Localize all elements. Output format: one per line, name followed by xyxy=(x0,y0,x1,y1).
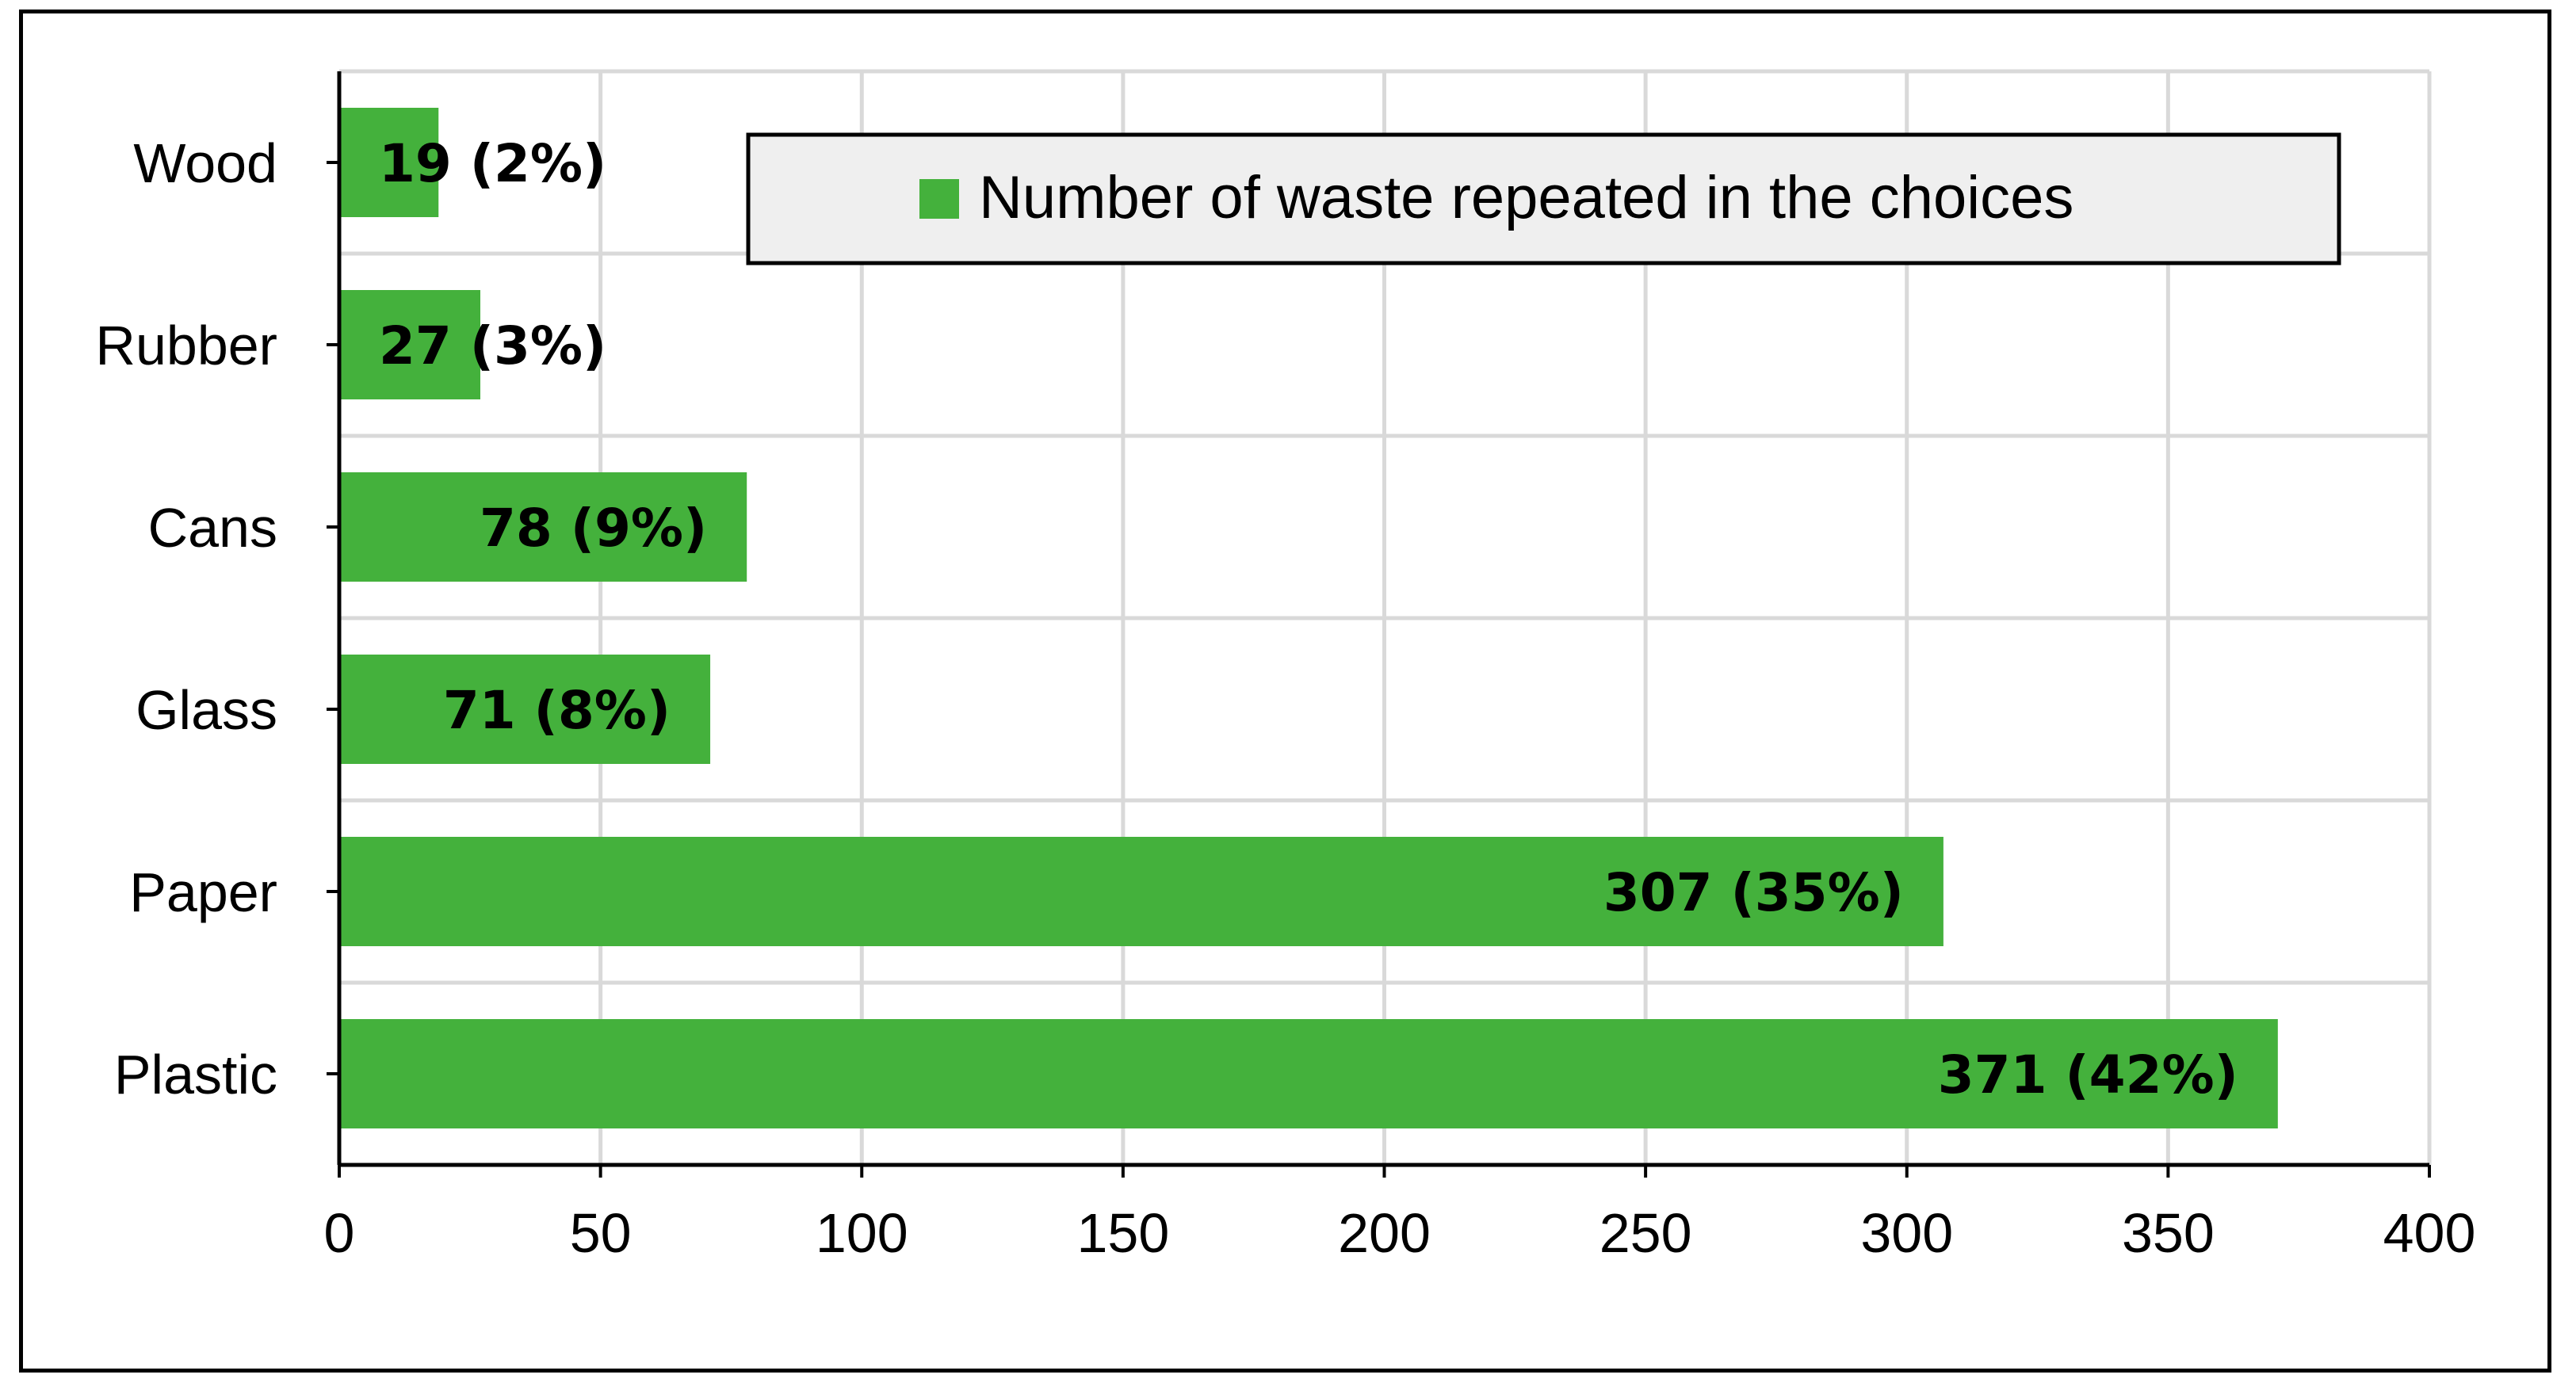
category-label: Plastic xyxy=(114,1044,277,1105)
bar-cans xyxy=(339,472,747,582)
category-label: Rubber xyxy=(95,315,277,376)
data-label: 19 (2%) xyxy=(379,133,606,194)
x-tick-label: 150 xyxy=(1076,1202,1169,1264)
bar-paper xyxy=(339,837,1943,946)
category-label: Paper xyxy=(129,861,277,923)
bar-plastic xyxy=(339,1019,2278,1128)
x-tick-label: 100 xyxy=(816,1202,908,1264)
axes xyxy=(327,71,2431,1178)
x-tick-label: 400 xyxy=(2383,1202,2476,1264)
x-tick-label: 350 xyxy=(2122,1202,2215,1264)
x-tick-labels: 0 50 100 150 200 250 300 350 400 xyxy=(324,1202,2476,1264)
bars xyxy=(339,108,2278,1128)
x-tick-label: 200 xyxy=(1338,1202,1431,1264)
x-tick-label: 250 xyxy=(1599,1202,1692,1264)
bar-rubber xyxy=(339,290,480,399)
data-label: 371 (42%) xyxy=(1938,1044,2238,1105)
category-label: Cans xyxy=(148,497,277,559)
legend: Number of waste repeated in the choices xyxy=(746,132,2341,265)
x-tick-label: 0 xyxy=(324,1202,355,1264)
x-tick-label: 50 xyxy=(570,1202,632,1264)
x-tick-label: 300 xyxy=(1860,1202,1953,1264)
category-labels: Plastic Paper Glass Cans Rubber Wood xyxy=(95,132,277,1105)
category-label: Wood xyxy=(133,132,277,194)
data-labels: 371 (42%) 307 (35%) 71 (8%) 78 (9%) 27 (3%) 1… xyxy=(379,133,2238,1105)
category-label: Glass xyxy=(136,679,277,741)
legend-swatch xyxy=(919,179,959,219)
data-label: 307 (35%) xyxy=(1603,862,1904,923)
data-label: 71 (8%) xyxy=(443,680,671,741)
legend-label: Number of waste repeated in the choices xyxy=(979,164,2073,231)
bar-glass xyxy=(339,655,711,764)
bar-wood xyxy=(339,108,439,217)
data-label: 27 (3%) xyxy=(379,315,606,376)
legend-box xyxy=(746,132,2341,265)
data-label: 78 (9%) xyxy=(480,498,707,559)
